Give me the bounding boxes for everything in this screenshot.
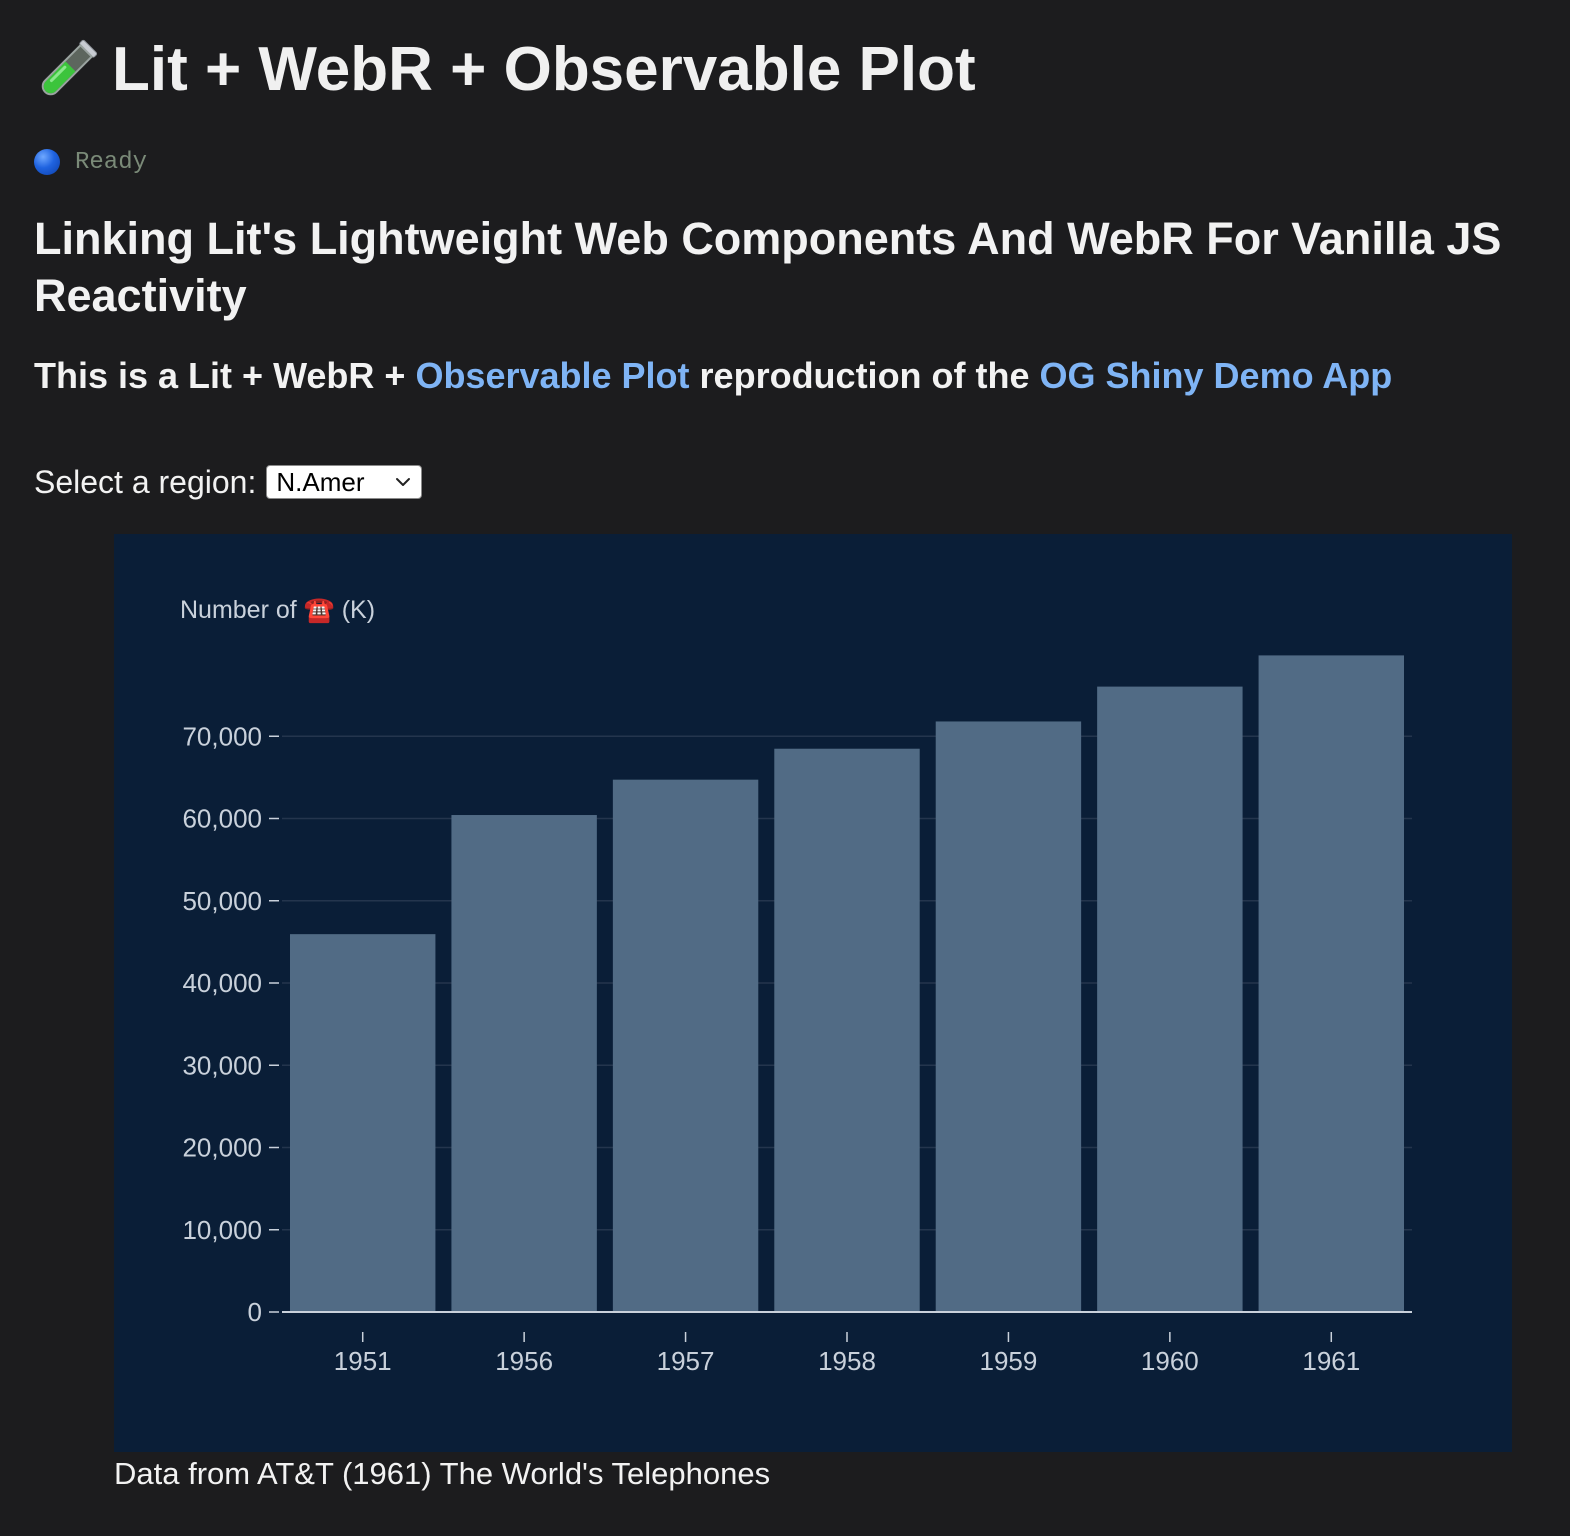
y-tick-label: 10,000: [182, 1215, 262, 1245]
y-tick-label: 40,000: [182, 968, 262, 998]
page-title: Lit + WebR + Observable Plot: [34, 30, 976, 110]
chart-bar: [612, 779, 759, 1312]
chevron-down-icon: [396, 478, 411, 486]
telephones-bar-chart: 0 10,000 20,000 30,000 40,000 50,000 60,000 70,…: [114, 534, 1512, 1452]
intro-middle: reproduction of the: [689, 355, 1040, 396]
observable-plot-link[interactable]: Observable Plot: [415, 355, 690, 396]
x-tick-label: 1958: [818, 1346, 876, 1376]
intro-prefix: This is a Lit + WebR +: [34, 355, 416, 396]
x-tick-label: 1956: [495, 1346, 553, 1376]
region-select-value: N.Amer: [276, 466, 365, 497]
blue-circle-icon: [34, 149, 60, 175]
y-axis-label: Number of ☎️ (K): [180, 596, 375, 624]
status-text: Ready: [75, 148, 148, 176]
chart-bar: [935, 721, 1082, 1312]
y-tick-label: 70,000: [182, 721, 262, 751]
region-selector: Select a region: N.Amer: [34, 460, 423, 504]
x-tick-label: 1951: [334, 1346, 392, 1376]
test-tube-icon: [41, 39, 98, 96]
y-tick-label: 50,000: [182, 886, 262, 916]
y-tick-label: 0: [248, 1297, 262, 1327]
chart-bar: [1097, 686, 1243, 1312]
chart-bar: [774, 748, 920, 1312]
intro-text: This is a Lit + WebR + Observable Plot r…: [34, 352, 1392, 400]
region-select[interactable]: N.Amer: [266, 465, 423, 499]
x-tick-label: 1957: [657, 1346, 715, 1376]
chart-caption: Data from AT&T (1961) The World's Teleph…: [114, 1456, 771, 1491]
page-title-text: Lit + WebR + Observable Plot: [112, 35, 976, 104]
x-tick-label: 1960: [1141, 1346, 1199, 1376]
y-tick-label: 30,000: [182, 1050, 262, 1080]
chart-svg: 0 10,000 20,000 30,000 40,000 50,000 60,000 70,…: [180, 596, 1412, 1376]
chart-bar: [290, 934, 436, 1312]
chart-bar: [451, 815, 597, 1312]
status-indicator: Ready: [34, 146, 147, 178]
region-select-label: Select a region:: [34, 463, 257, 500]
y-tick-label: 60,000: [182, 804, 262, 834]
x-tick-label: 1959: [980, 1346, 1038, 1376]
y-tick-label: 20,000: [182, 1133, 262, 1163]
og-shiny-demo-link[interactable]: OG Shiny Demo App: [1039, 355, 1393, 396]
page-subtitle: Linking Lit's Lightweight Web Components…: [34, 213, 1502, 321]
x-tick-label: 1961: [1302, 1346, 1360, 1376]
chart-bar: [1258, 655, 1404, 1312]
